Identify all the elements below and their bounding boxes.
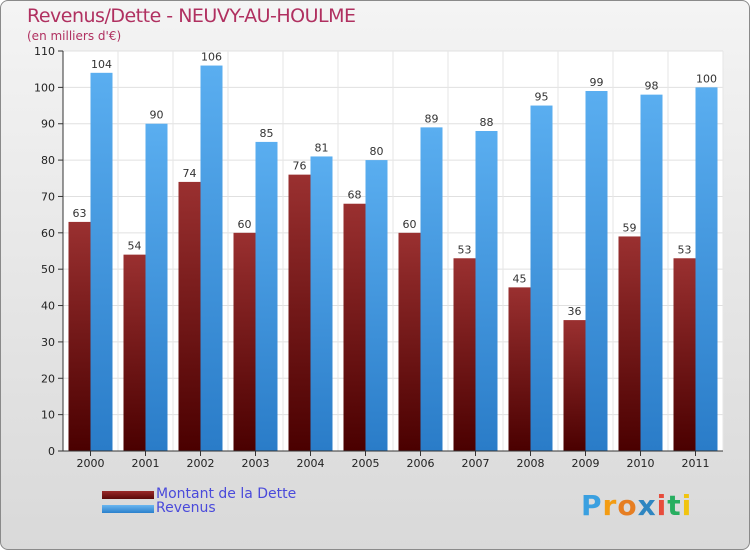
bar-revenus [530, 105, 553, 451]
value-label-revenus: 90 [150, 109, 164, 122]
bar-dette [233, 232, 256, 451]
y-tick-label: 90 [41, 118, 55, 131]
y-tick-label: 10 [41, 409, 55, 422]
value-labels: 63 104 54 90 74 106 60 85 76 81 68 80 60 89 53 88 45 95 36… [73, 51, 718, 319]
legend-swatch-revenus [102, 505, 154, 513]
x-tick-label: 2010 [627, 457, 655, 470]
value-label-dette: 60 [403, 218, 417, 231]
grid-lines [62, 50, 724, 452]
x-tick-label: 2004 [297, 457, 325, 470]
y-tick-label: 100 [34, 81, 55, 94]
value-label-dette: 59 [623, 221, 637, 234]
bar-dette [123, 254, 146, 451]
y-tick-label: 40 [41, 300, 55, 313]
y-tick-label: 70 [41, 190, 55, 203]
legend-swatch-dette [102, 491, 154, 499]
bar-dette [453, 258, 476, 451]
bar-revenus [640, 94, 663, 452]
logo-letter: r [602, 489, 618, 522]
logo-letter: o [617, 489, 638, 522]
bar-dette [563, 320, 586, 451]
value-label-revenus: 81 [315, 141, 329, 154]
logo-letter: t [667, 489, 682, 522]
axes: 0 10 20 30 40 50 60 70 80 90 100 110 2000 2001 2002 200… [34, 45, 723, 470]
value-label-dette: 36 [568, 305, 582, 318]
bar-dette [508, 287, 531, 451]
x-tick-label: 2003 [242, 457, 270, 470]
x-tick-label: 2006 [407, 457, 435, 470]
y-tick-label: 80 [41, 154, 55, 167]
logo-letter: x [637, 489, 657, 522]
bar-dette [68, 221, 91, 451]
x-tick-label: 2007 [462, 457, 490, 470]
x-tick-label: 2008 [517, 457, 545, 470]
bar-dette [618, 236, 641, 451]
bar-revenus [585, 91, 608, 451]
bar-revenus [420, 127, 443, 451]
chart-title: Revenus/Dette - NEUVY-AU-HOULME [27, 5, 356, 27]
proxiti-logo: Proxiti [581, 489, 692, 522]
value-label-dette: 45 [513, 272, 527, 285]
value-label-dette: 53 [678, 243, 692, 256]
value-label-dette: 76 [293, 160, 307, 173]
bars [68, 65, 718, 452]
value-label-revenus: 104 [91, 58, 112, 71]
value-label-revenus: 89 [425, 112, 439, 125]
bar-revenus [90, 72, 113, 452]
bar-dette [343, 203, 366, 451]
value-label-revenus: 106 [201, 51, 222, 64]
x-tick-label: 2000 [77, 457, 105, 470]
value-label-revenus: 98 [645, 80, 659, 93]
legend-label-dette: Montant de la Dette [156, 486, 297, 502]
bar-revenus [475, 131, 498, 451]
logo-letter: i [656, 489, 668, 522]
logo-letter: P [581, 489, 603, 522]
logo-letter: i [681, 489, 693, 522]
bar-revenus [695, 87, 718, 451]
value-label-dette: 68 [348, 189, 362, 202]
bar-revenus [365, 160, 388, 451]
value-label-revenus: 99 [590, 76, 604, 89]
bar-dette [398, 232, 421, 451]
legend-label-revenus: Revenus [156, 500, 216, 516]
y-tick-label: 50 [41, 263, 55, 276]
x-tick-label: 2001 [132, 457, 160, 470]
x-tick-label: 2011 [682, 457, 710, 470]
y-tick-label: 0 [48, 445, 55, 458]
bar-revenus [310, 156, 333, 452]
value-label-dette: 54 [128, 240, 142, 253]
x-tick-label: 2009 [572, 457, 600, 470]
bar-revenus [145, 123, 168, 452]
bar-revenus [255, 141, 278, 451]
y-tick-label: 30 [41, 336, 55, 349]
y-tick-label: 60 [41, 227, 55, 240]
value-label-revenus: 100 [696, 72, 717, 85]
value-label-revenus: 85 [260, 127, 274, 140]
bar-dette [673, 258, 696, 451]
value-label-dette: 63 [73, 207, 87, 220]
value-label-dette: 53 [458, 243, 472, 256]
x-tick-label: 2005 [352, 457, 380, 470]
value-label-revenus: 95 [535, 91, 549, 104]
bar-dette [178, 181, 201, 451]
value-label-revenus: 80 [370, 145, 384, 158]
value-label-dette: 74 [183, 167, 197, 180]
y-tick-label: 20 [41, 372, 55, 385]
chart-subtitle: (en milliers d'€) [27, 29, 122, 43]
value-label-revenus: 88 [480, 116, 494, 129]
y-tick-label: 110 [34, 45, 55, 58]
x-tick-label: 2002 [187, 457, 215, 470]
value-label-dette: 60 [238, 218, 252, 231]
bar-dette [288, 174, 311, 452]
bar-revenus [200, 65, 223, 451]
